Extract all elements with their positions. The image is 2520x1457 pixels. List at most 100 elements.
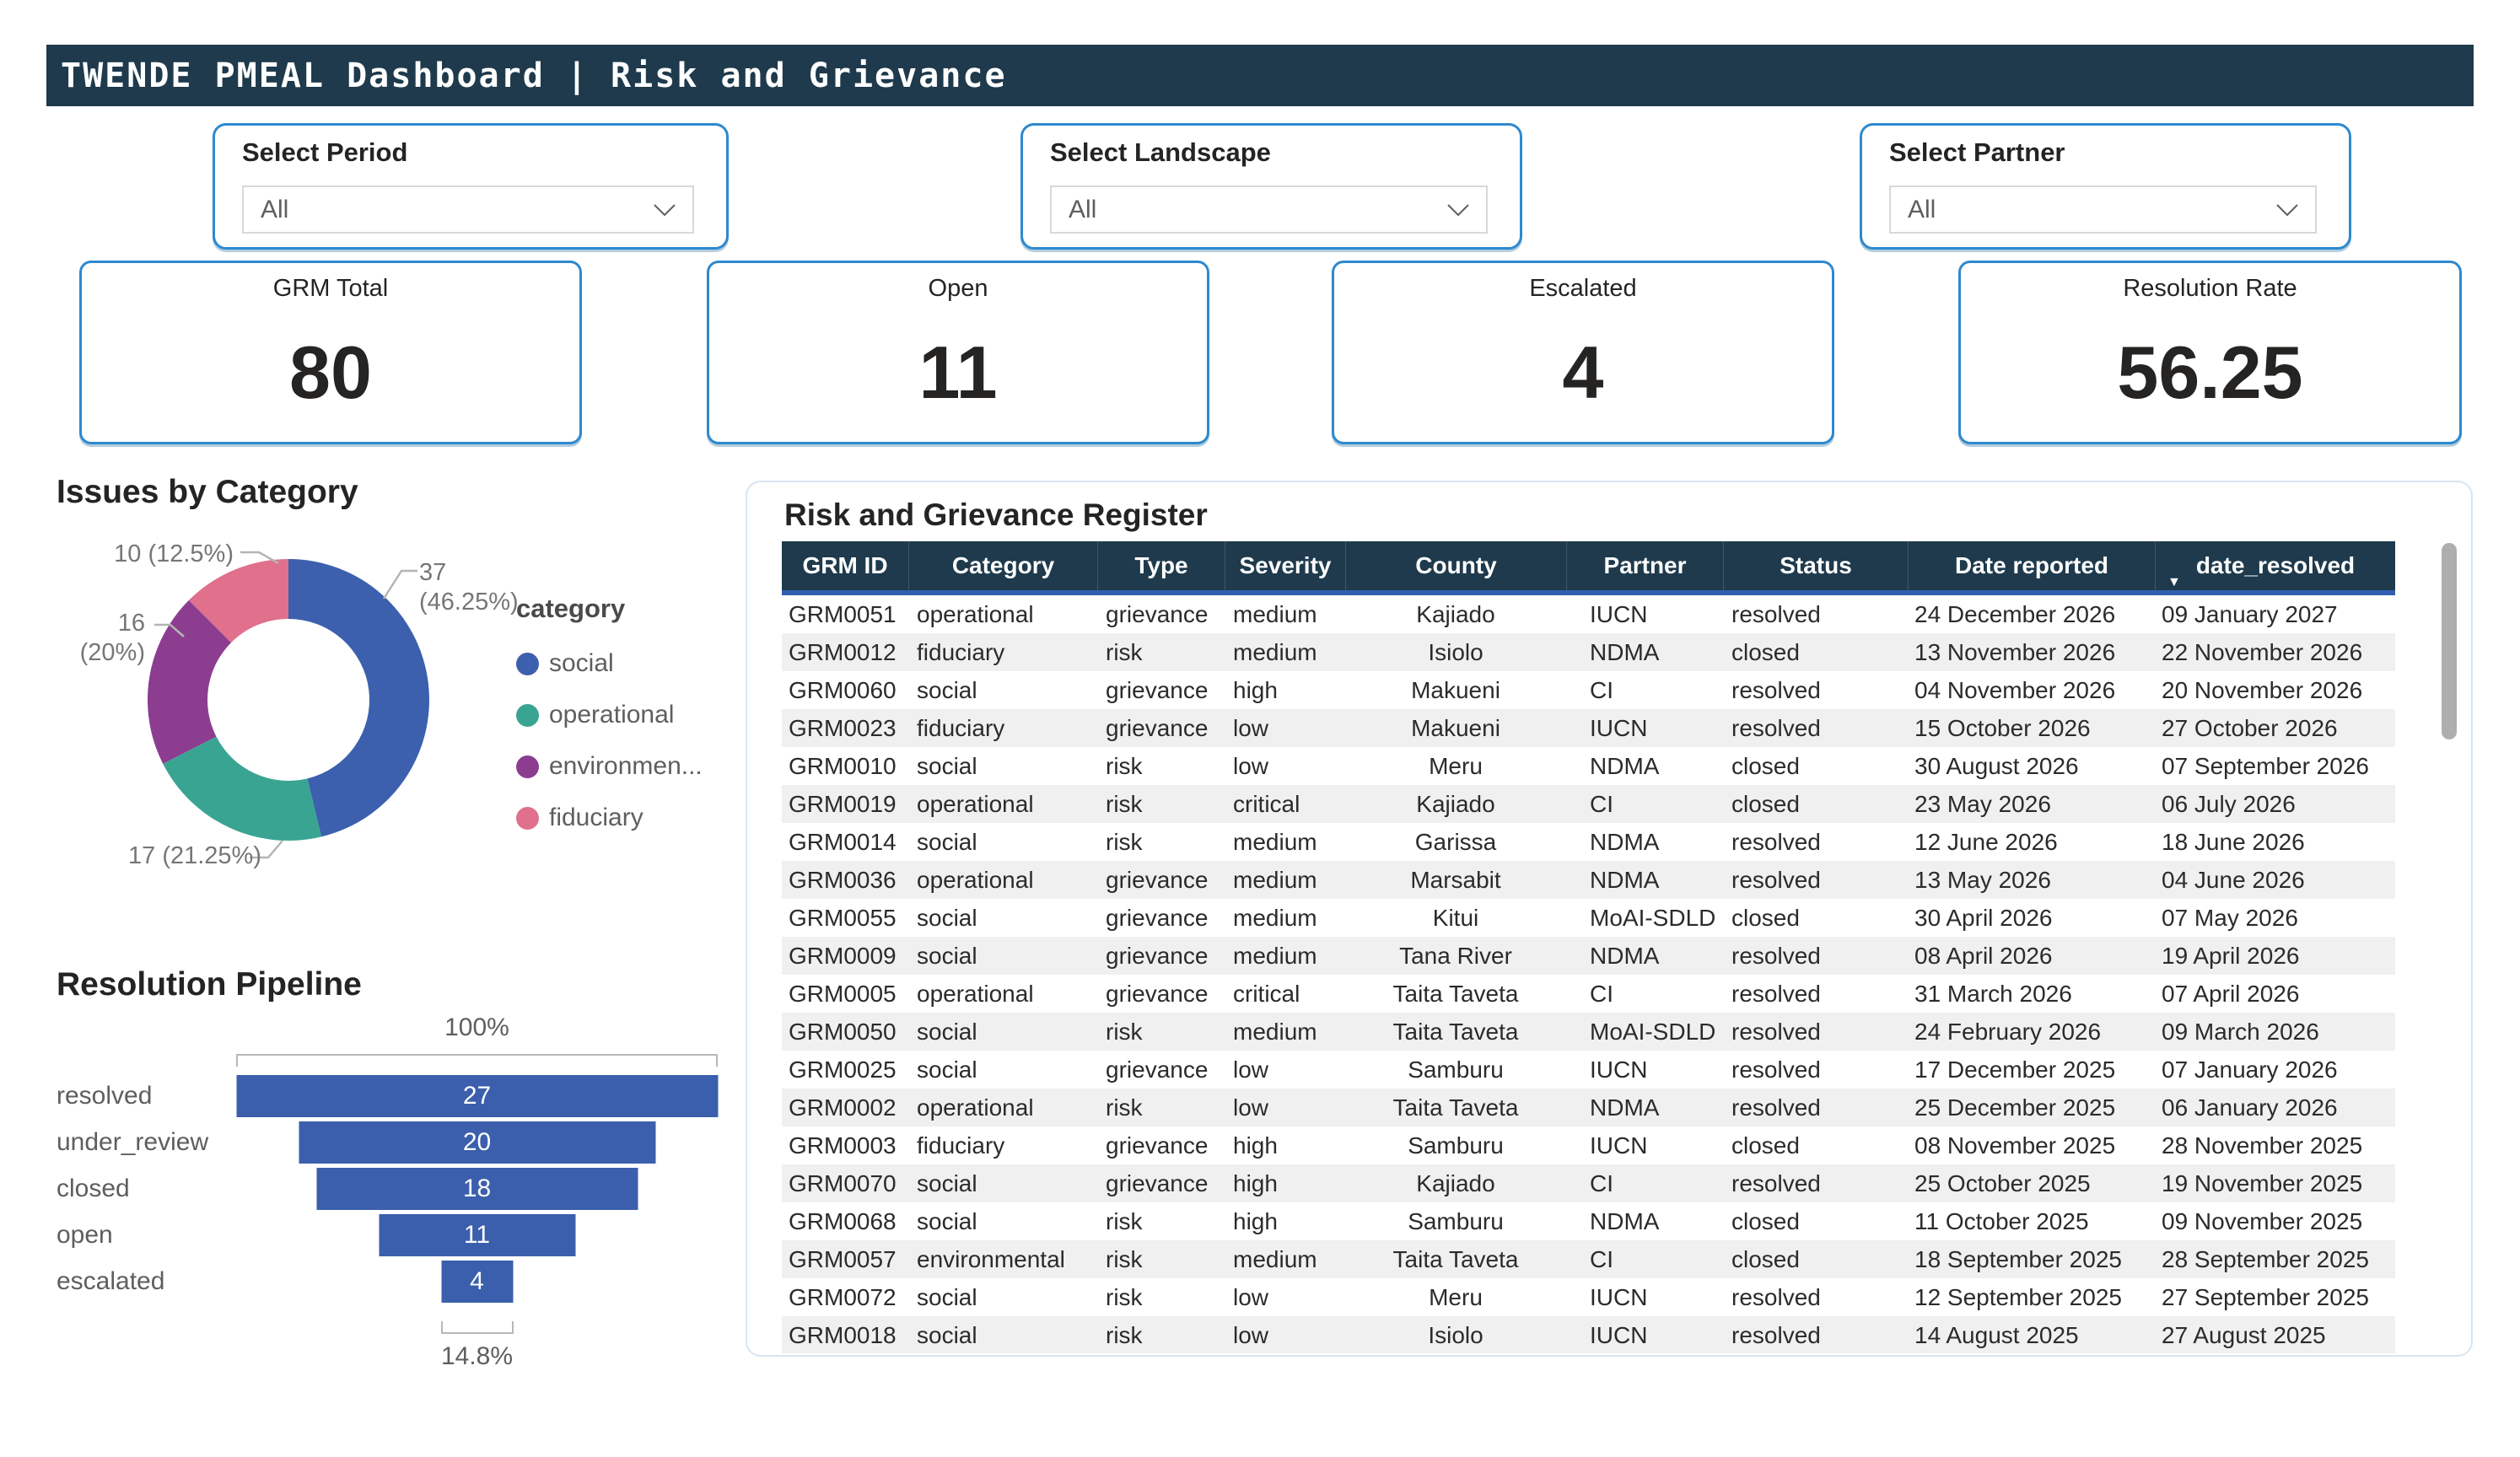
- table-row[interactable]: GRM0057 environmental risk medium Taita Tave…: [782, 1240, 2395, 1278]
- donut-slice-operational[interactable]: [163, 736, 321, 841]
- table-cell: grievance: [1106, 942, 1209, 969]
- table-cell: risk: [1106, 638, 1143, 665]
- table-cell: Isiolo: [1428, 1321, 1483, 1348]
- table-row[interactable]: GRM0050 social risk medium Taita Taveta MoAI-…: [782, 1013, 2395, 1051]
- table-row[interactable]: GRM0019 operational risk critical Kajiado CI c…: [782, 785, 2395, 823]
- table-row[interactable]: GRM0068 social risk high Samburu NDMA closed 11…: [782, 1202, 2395, 1240]
- funnel-track: 4: [236, 1261, 718, 1303]
- column-header-category[interactable]: Category: [908, 541, 1097, 590]
- table-row[interactable]: GRM0003 fiduciary grievance high Samburu IUCN…: [782, 1126, 2395, 1164]
- slicer-landscape-dropdown[interactable]: All: [1050, 185, 1488, 234]
- table-row[interactable]: GRM0070 social grievance high Kajiado CI resol…: [782, 1164, 2395, 1202]
- funnel-bottom-percent-label: 14.8%: [440, 1342, 514, 1370]
- table-row[interactable]: GRM0072 social risk low Meru IUCN resolved 12 S…: [782, 1278, 2395, 1316]
- slicer-period-value: All: [261, 195, 289, 223]
- table-cell: NDMA: [1590, 828, 1660, 855]
- funnel-bar-open[interactable]: 11: [379, 1214, 575, 1256]
- funnel-bar-escalated[interactable]: 4: [441, 1261, 513, 1303]
- table-row[interactable]: GRM0025 social grievance low Samburu IUCN reso…: [782, 1051, 2395, 1089]
- table-cell: critical: [1233, 980, 1300, 1007]
- table-cell: resolved: [1731, 1018, 1821, 1045]
- table-cell: closed: [1731, 904, 1800, 931]
- table-cell: 28 November 2025: [2162, 1132, 2363, 1159]
- column-header-partner[interactable]: Partner: [1566, 541, 1723, 590]
- table-cell: resolved: [1731, 942, 1821, 969]
- column-header-severity[interactable]: Severity: [1225, 541, 1345, 590]
- table-row[interactable]: GRM0055 social grievance medium Kitui MoAI-SD…: [782, 899, 2395, 937]
- funnel-bar-under_review[interactable]: 20: [299, 1121, 655, 1164]
- kpi-card-grm-total: GRM Total 80: [79, 261, 582, 444]
- funnel-row-open: open 11: [57, 1214, 773, 1256]
- register-title: Risk and Grievance Register: [784, 497, 1208, 532]
- table-cell: 28 September 2025: [2162, 1245, 2369, 1272]
- funnel-bar-closed[interactable]: 18: [316, 1168, 638, 1210]
- table-cell: social: [917, 1321, 977, 1348]
- table-cell: operational: [917, 1094, 1034, 1121]
- table-cell: GRM0025: [789, 1056, 897, 1083]
- table-row[interactable]: GRM0012 fiduciary risk medium Isiolo NDMA clos…: [782, 633, 2395, 671]
- kpi-card-resolution-rate: Resolution Rate 56.25: [1958, 261, 2462, 444]
- table-cell: 30 August 2026: [1914, 752, 2079, 779]
- donut-label-operational: 17 (21.25%): [128, 842, 261, 869]
- table-row[interactable]: GRM0023 fiduciary grievance low Makueni IUCN r…: [782, 709, 2395, 747]
- table-cell: fiduciary: [917, 638, 1005, 665]
- table-cell: medium: [1233, 1245, 1317, 1272]
- table-cell: 07 May 2026: [2162, 904, 2298, 931]
- legend-item-fiduciary[interactable]: fiduciary: [516, 804, 703, 832]
- funnel-bar-resolved[interactable]: 27: [236, 1075, 718, 1117]
- table-cell: GRM0012: [789, 638, 897, 665]
- legend-item-operational[interactable]: operational: [516, 701, 703, 729]
- funnel-track: 11: [236, 1214, 718, 1256]
- legend-item-label: fiduciary: [549, 804, 643, 831]
- table-row[interactable]: GRM0005 operational grievance critical Taita…: [782, 975, 2395, 1013]
- legend-dot-icon: [516, 703, 539, 727]
- slicer-period-dropdown[interactable]: All: [242, 185, 694, 234]
- funnel-row-escalated: escalated 4: [57, 1261, 773, 1303]
- table-header-row: GRM ID Category Type Severity County Partner S…: [782, 541, 2395, 590]
- donut-slice-environmental[interactable]: [148, 599, 232, 764]
- table-cell: 08 November 2025: [1914, 1132, 2116, 1159]
- table-cell: 24 December 2026: [1914, 600, 2116, 627]
- legend-item-environmental[interactable]: environmen...: [516, 752, 703, 781]
- register-panel: Risk and Grievance Register GRM ID Catego…: [746, 481, 2473, 1357]
- table-cell: resolved: [1731, 866, 1821, 893]
- table-cell: GRM0068: [789, 1207, 897, 1234]
- table-cell: Makueni: [1411, 676, 1500, 703]
- table-row[interactable]: GRM0018 social risk low Isiolo IUCN resolved 14…: [782, 1316, 2395, 1353]
- column-header-county[interactable]: County: [1345, 541, 1566, 590]
- table-cell: GRM0036: [789, 866, 897, 893]
- table-cell: GRM0055: [789, 904, 897, 931]
- column-header-type[interactable]: Type: [1097, 541, 1225, 590]
- kpi-label: Escalated: [1529, 275, 1637, 302]
- table-row[interactable]: GRM0014 social risk medium Garissa NDMA resolv…: [782, 823, 2395, 861]
- table-row[interactable]: GRM0009 social grievance medium Tana River ND…: [782, 937, 2395, 975]
- column-header-date-reported[interactable]: Date reported: [1908, 541, 2155, 590]
- table-row[interactable]: GRM0051 operational grievance medium Kajiado…: [782, 595, 2395, 633]
- table-cell: 20 November 2026: [2162, 676, 2363, 703]
- table-row[interactable]: GRM0036 operational grievance medium Marsabi…: [782, 861, 2395, 899]
- table-cell: NDMA: [1590, 752, 1660, 779]
- table-cell: medium: [1233, 942, 1317, 969]
- column-header-status[interactable]: Status: [1723, 541, 1908, 590]
- table-row[interactable]: GRM0010 social risk low Meru NDMA closed 30 Aug…: [782, 747, 2395, 785]
- donut-slice-social[interactable]: [288, 559, 429, 837]
- table-cell: grievance: [1106, 600, 1209, 627]
- table-cell: social: [917, 942, 977, 969]
- table-scrollbar-thumb[interactable]: [2442, 543, 2457, 739]
- legend-item-social[interactable]: social: [516, 649, 703, 678]
- table-cell: Taita Taveta: [1392, 1245, 1519, 1272]
- table-cell: fiduciary: [917, 714, 1005, 741]
- table-cell: 06 January 2026: [2162, 1094, 2338, 1121]
- column-header-date-resolved[interactable]: date_resolved ▼: [2155, 541, 2395, 590]
- table-cell: closed: [1731, 1132, 1800, 1159]
- donut-slice-fiduciary[interactable]: [188, 559, 288, 643]
- table-cell: social: [917, 828, 977, 855]
- table-row[interactable]: GRM0002 operational risk low Taita Taveta NDM…: [782, 1089, 2395, 1126]
- table-cell: resolved: [1731, 1283, 1821, 1310]
- kpi-card-escalated: Escalated 4: [1332, 261, 1834, 444]
- table-cell: risk: [1106, 828, 1143, 855]
- table-row[interactable]: GRM0060 social grievance high Makueni CI resol…: [782, 671, 2395, 709]
- table-cell: MoAI-SDLD: [1590, 904, 1716, 931]
- slicer-partner-dropdown[interactable]: All: [1889, 185, 2317, 234]
- column-header-grm-id[interactable]: GRM ID: [802, 552, 888, 578]
